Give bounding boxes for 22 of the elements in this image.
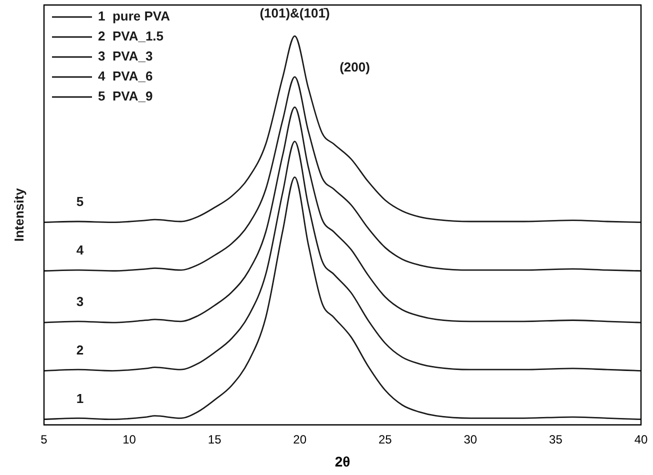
x-tick-label: 35 [549, 432, 563, 446]
legend-label: 5 PVA_9 [98, 88, 153, 104]
legend-label: 1 pure PVA [98, 8, 171, 24]
x-tick-label: 5 [40, 432, 48, 446]
x-axis-title: 2θ [334, 453, 350, 470]
x-tick-label: 25 [378, 432, 392, 446]
text: (101)&(101̄) [260, 6, 330, 21]
annotation: 4 [76, 242, 84, 258]
x-tick-label: 15 [208, 432, 222, 446]
annotation: 2 [76, 342, 84, 358]
annotation: 3 [76, 294, 84, 310]
x-tick-label: 20 [293, 432, 307, 446]
x-tick-label: 30 [464, 432, 478, 446]
legend-label: 3 PVA_3 [98, 48, 153, 64]
x-tick-label: 40 [634, 432, 648, 446]
y-axis-title: Intensity [12, 187, 27, 242]
annotation: 1 [76, 390, 84, 406]
legend-label: 2 PVA_1.5 [98, 28, 164, 44]
annotation: 5 [76, 194, 84, 209]
legend-label: 4 PVA_6 [98, 68, 153, 84]
annotation: (200) [340, 60, 370, 75]
x-tick-label: 10 [122, 432, 136, 446]
